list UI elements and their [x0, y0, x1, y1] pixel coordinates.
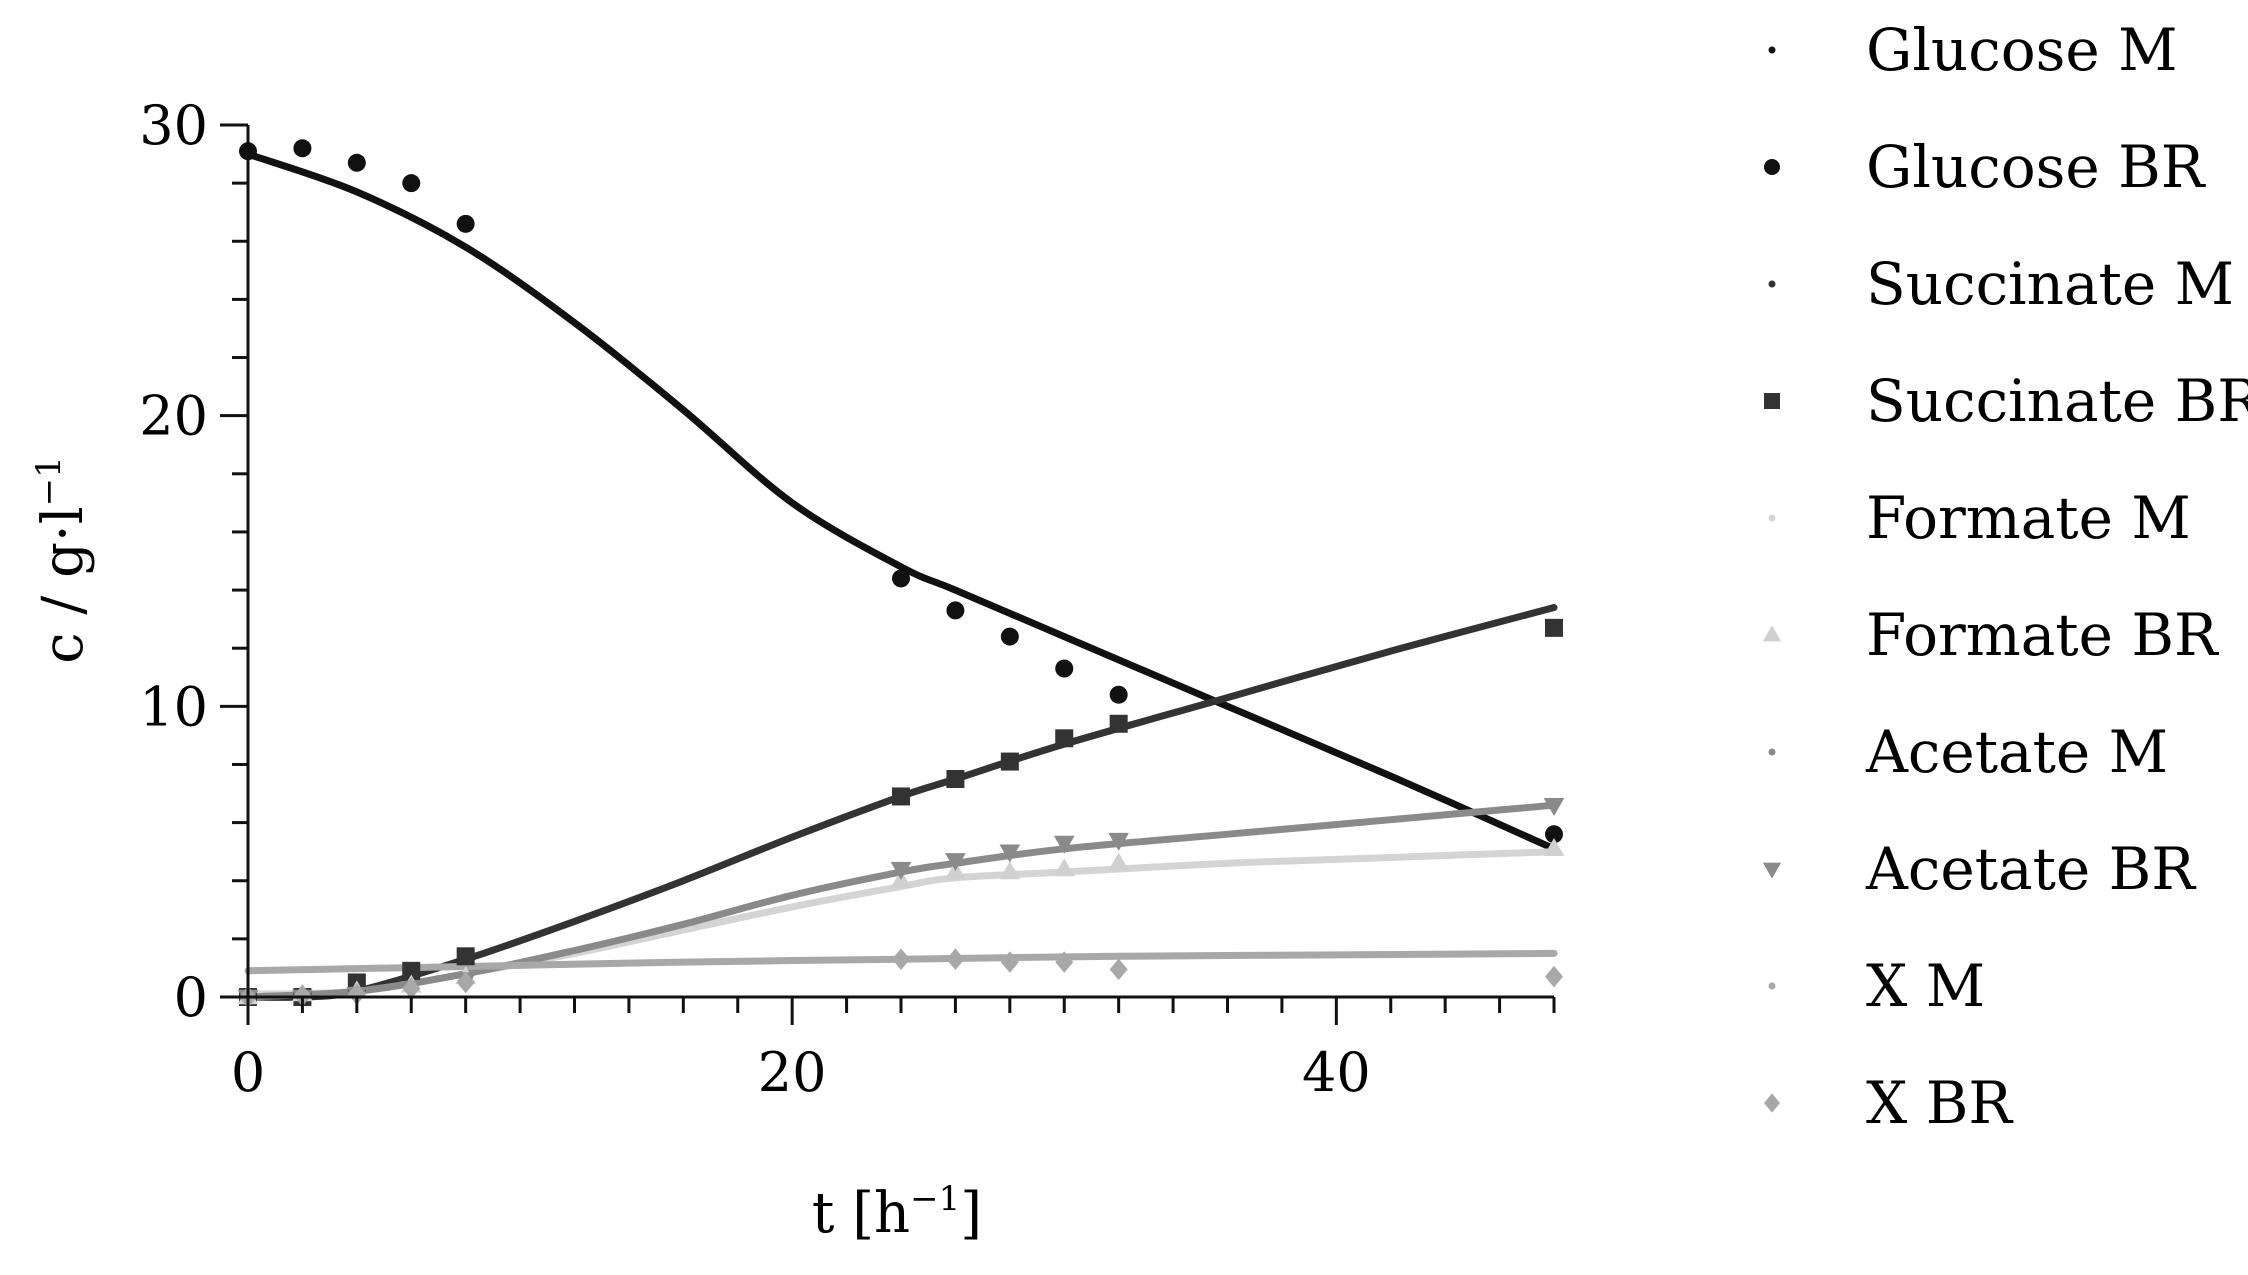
data-point-succinate-br	[1109, 714, 1128, 733]
legend-label-formate-br: Formate BR	[1866, 601, 2220, 669]
x-tick-label: 20	[758, 1041, 827, 1104]
y-axis-title-base: c / g·l	[31, 506, 96, 663]
data-point-acetate-br	[1053, 835, 1075, 854]
legend-symbol-succinate-br	[1764, 393, 1780, 409]
series-glucose-br	[239, 139, 1563, 844]
data-point-formate-br	[1543, 837, 1565, 856]
legend-symbol-formate-br	[1762, 625, 1782, 642]
legend-symbol-glucose-br	[1764, 159, 1780, 175]
legend-label-x-br: X BR	[1866, 1069, 2014, 1137]
data-point-x-br	[456, 971, 475, 994]
data-point-glucose-br	[293, 139, 312, 158]
data-point-x-br	[347, 983, 366, 1005]
legend-item-succinate-br: Succinate BR	[1764, 367, 2248, 435]
data-point-acetate-br	[945, 853, 966, 872]
legend-item-acetate-br: Acetate BR	[1762, 835, 2197, 903]
legend-symbol-acetate-m	[1768, 748, 1776, 756]
data-point-glucose-br	[456, 214, 475, 233]
y-tick-label: 10	[139, 675, 208, 738]
data-point-glucose-br	[1055, 659, 1074, 678]
series-line-glucose-m	[244, 150, 1558, 853]
data-point-x-br	[1545, 965, 1563, 988]
y-tick-label: 0	[174, 966, 208, 1029]
data-point-x-br	[892, 948, 910, 971]
y-tick-label: 20	[139, 385, 208, 448]
x-tick-label: 0	[231, 1041, 265, 1104]
x-axis-title: t [h−1]	[812, 1179, 982, 1246]
data-point-glucose-br	[892, 569, 910, 588]
x-tick-label: 40	[1302, 1041, 1371, 1104]
legend-label-acetate-m: Acetate M	[1865, 718, 2168, 786]
data-point-glucose-br	[1109, 685, 1128, 704]
legend-symbol-succinate-m	[1768, 280, 1776, 288]
plot-area	[237, 139, 1565, 1008]
data-point-glucose-br	[1000, 627, 1019, 646]
data-point-succinate-br	[402, 961, 421, 980]
x-axis-title-superscript: −1	[910, 1179, 960, 1219]
legend-label-succinate-m: Succinate M	[1866, 250, 2234, 318]
data-point-succinate-br	[1545, 618, 1563, 637]
data-point-x-br	[1055, 951, 1074, 973]
data-point-formate-br	[1108, 852, 1130, 871]
legend-label-formate-m: Formate M	[1866, 484, 2191, 552]
series-line-succinate-m	[244, 604, 1558, 1001]
axes: 0 20 40 0 10 20 30	[139, 94, 1556, 1104]
legend-item-acetate-m: Acetate M	[1768, 718, 2168, 786]
legend-symbol-x-m	[1768, 982, 1776, 990]
legend-label-succinate-br: Succinate BR	[1866, 367, 2248, 435]
x-axis-title-close: ]	[960, 1181, 982, 1246]
legend-label-x-m: X M	[1866, 952, 1985, 1020]
y-tick-label: 30	[139, 94, 208, 157]
legend-label-glucose-m: Glucose M	[1866, 16, 2178, 84]
legend-item-glucose-m: Glucose M	[1768, 16, 2178, 84]
legend-symbol-glucose-m	[1768, 46, 1776, 54]
data-point-x-br	[946, 948, 965, 971]
legend-item-x-br: X BR	[1764, 1069, 2014, 1137]
legend-label-glucose-br: Glucose BR	[1866, 133, 2207, 201]
legend-item-formate-m: Formate M	[1768, 484, 2191, 552]
data-point-x-br	[1000, 951, 1019, 973]
data-point-glucose-br	[946, 601, 965, 620]
series-succinate-br	[239, 618, 1563, 1006]
data-point-glucose-br	[402, 174, 421, 193]
y-axis-title: c / g·l−1	[29, 456, 96, 664]
data-point-x-br	[402, 977, 421, 1000]
data-point-succinate-br	[946, 770, 965, 788]
x-axis-title-base: t [h	[812, 1181, 910, 1246]
data-point-glucose-br	[347, 153, 366, 172]
series-succinate-m	[244, 604, 1558, 1001]
legend-item-formate-br: Formate BR	[1762, 601, 2220, 669]
data-point-acetate-br	[1108, 832, 1130, 851]
data-point-succinate-br	[1055, 729, 1074, 748]
legend-label-acetate-br: Acetate BR	[1865, 835, 2197, 903]
legend-item-glucose-br: Glucose BR	[1764, 133, 2207, 201]
data-point-x-br	[1109, 958, 1128, 981]
legend-symbol-x-br	[1764, 1093, 1780, 1113]
data-point-acetate-br	[1543, 797, 1565, 816]
legend-item-succinate-m: Succinate M	[1768, 250, 2234, 318]
data-point-formate-br	[1053, 858, 1075, 877]
data-point-succinate-br	[456, 947, 475, 966]
legend-symbol-formate-m	[1768, 514, 1776, 522]
data-point-succinate-br	[1000, 752, 1019, 771]
data-point-acetate-br	[890, 861, 912, 880]
data-point-formate-br	[999, 861, 1021, 880]
data-point-succinate-br	[892, 787, 910, 806]
y-axis-title-superscript: −1	[29, 456, 69, 506]
series-glucose-m	[244, 150, 1558, 853]
data-point-glucose-br	[1545, 825, 1563, 844]
legend-symbol-acetate-br	[1762, 862, 1782, 879]
legend: Glucose M Glucose BR Succinate M Succinate …	[1762, 16, 2248, 1137]
legend-item-x-m: X M	[1768, 952, 1985, 1020]
data-point-acetate-br	[999, 844, 1021, 863]
